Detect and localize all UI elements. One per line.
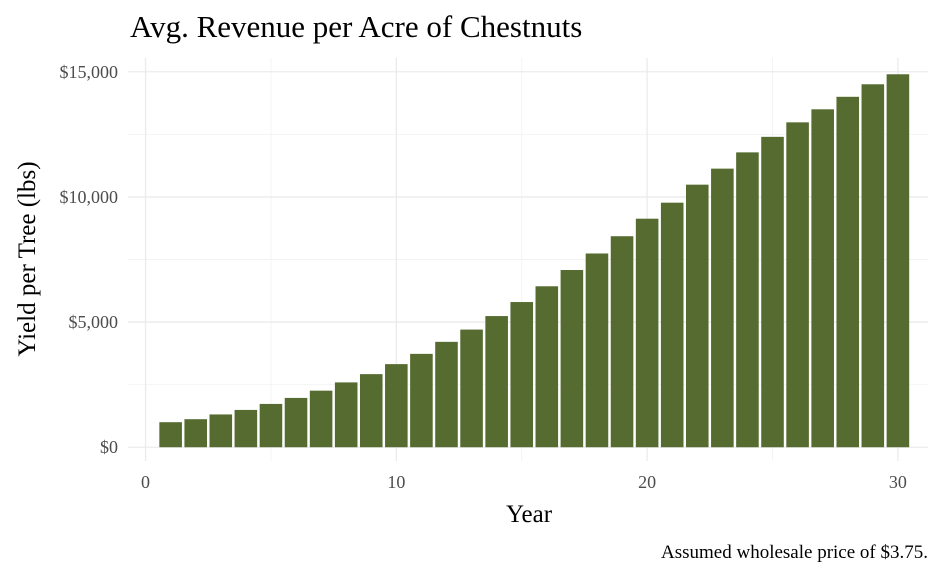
bar-year-16 bbox=[535, 286, 559, 448]
y-tick-label: $0 bbox=[100, 437, 118, 457]
bar-year-23 bbox=[711, 168, 734, 448]
bar-year-11 bbox=[410, 353, 433, 448]
bar-year-4 bbox=[234, 409, 258, 448]
x-tick-label: 0 bbox=[141, 472, 150, 492]
y-axis-ticks: $0 $5,000 $10,000 $15,000 bbox=[60, 62, 119, 457]
bar-year-2 bbox=[184, 419, 207, 448]
y-tick-label: $5,000 bbox=[69, 312, 119, 332]
bar-year-13 bbox=[460, 329, 483, 448]
bar-year-9 bbox=[359, 374, 383, 448]
x-tick-label: 10 bbox=[387, 472, 405, 492]
bar-year-26 bbox=[786, 122, 809, 448]
bar-year-28 bbox=[836, 96, 860, 448]
bar-year-3 bbox=[209, 414, 233, 448]
bar-year-1 bbox=[159, 422, 182, 448]
bar-year-5 bbox=[259, 403, 283, 448]
bar-year-18 bbox=[585, 253, 609, 448]
bar-year-25 bbox=[761, 136, 784, 448]
chart-caption: Assumed wholesale price of $3.75. bbox=[661, 542, 928, 563]
bars bbox=[159, 74, 910, 448]
bar-year-7 bbox=[309, 390, 333, 448]
y-axis-title: Yield per Tree (lbs) bbox=[14, 161, 41, 356]
bar-year-27 bbox=[811, 109, 834, 448]
bar-year-20 bbox=[635, 218, 659, 448]
bar-year-8 bbox=[334, 382, 358, 448]
bar-year-17 bbox=[560, 270, 584, 448]
x-axis-title: Year bbox=[506, 501, 553, 528]
bar-year-30 bbox=[886, 74, 910, 448]
x-tick-label: 20 bbox=[638, 472, 656, 492]
bar-year-29 bbox=[861, 84, 885, 448]
bar-year-10 bbox=[385, 364, 408, 448]
bar-year-6 bbox=[284, 397, 308, 448]
x-axis-ticks: 0 10 20 30 bbox=[141, 472, 907, 492]
x-tick-label: 30 bbox=[889, 472, 907, 492]
bar-year-12 bbox=[435, 341, 458, 448]
y-tick-label: $15,000 bbox=[60, 62, 119, 82]
bar-year-21 bbox=[660, 202, 684, 448]
bar-year-14 bbox=[485, 316, 508, 448]
chart-title: Avg. Revenue per Acre of Chestnuts bbox=[130, 9, 582, 44]
bar-year-19 bbox=[610, 236, 634, 448]
bar-year-24 bbox=[736, 152, 759, 448]
bar-year-22 bbox=[685, 184, 709, 448]
bar-year-15 bbox=[510, 302, 534, 448]
y-tick-label: $10,000 bbox=[60, 187, 119, 207]
